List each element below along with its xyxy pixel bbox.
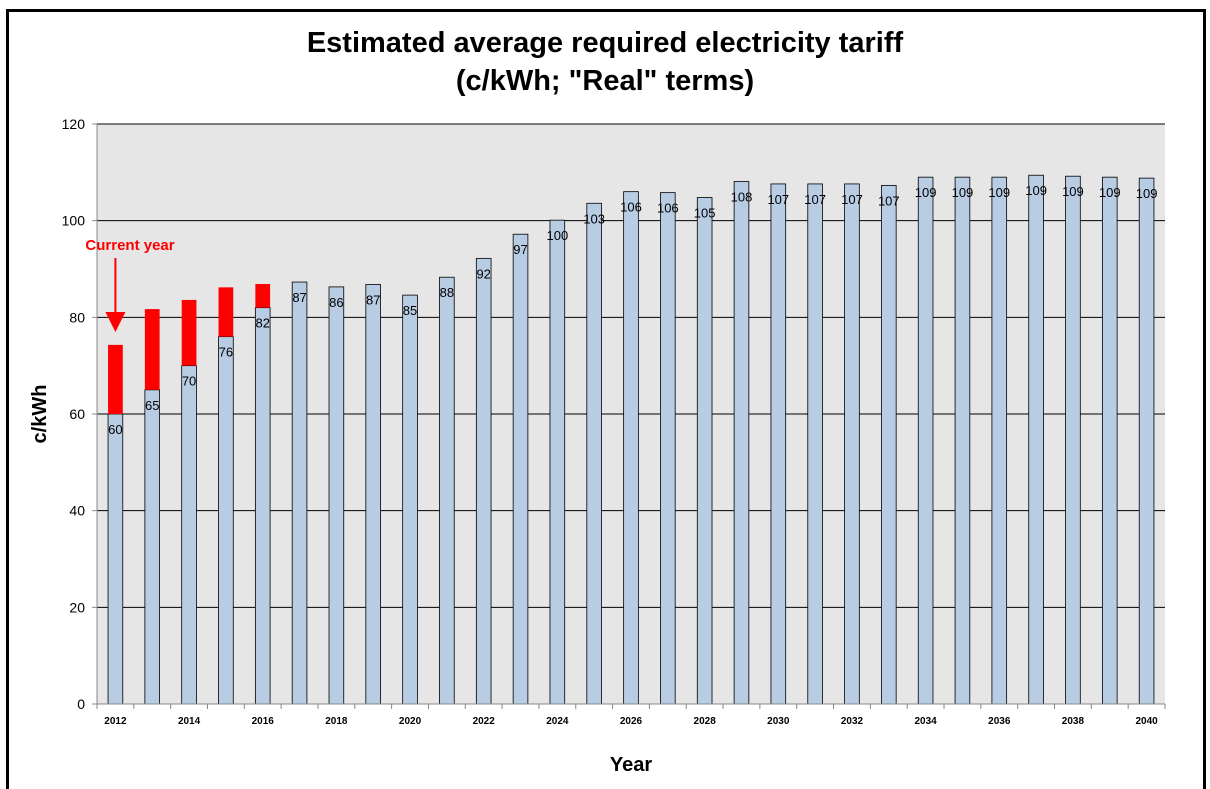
bar-label-2026: 106 [620, 200, 642, 215]
bar-base-2018 [328, 286, 345, 705]
bar-base-2037 [1028, 174, 1044, 705]
x-tick-label-2032: 2032 [841, 716, 864, 727]
bar-base-2015 [218, 336, 234, 705]
chart-subtitle: (c/kWh; "Real" terms) [456, 65, 754, 97]
y-tick-label-40: 40 [69, 503, 85, 519]
bar-label-2027: 106 [657, 201, 679, 216]
bar-label-2036: 109 [988, 185, 1010, 200]
y-tick-label-80: 80 [69, 309, 85, 325]
x-tick-label-2014: 2014 [178, 716, 201, 727]
bar-increment-2015 [218, 287, 234, 337]
bar-base-2040 [1138, 177, 1155, 705]
x-tick-label-2038: 2038 [1062, 716, 1085, 727]
bar-label-2017: 87 [292, 290, 306, 305]
bar-label-2021: 88 [440, 285, 454, 300]
bar-label-2031: 107 [804, 192, 826, 207]
x-axis-ticks: 2012 2014 2016 2018 2020 2022 2024 2026 2028 2030… [96, 704, 1166, 727]
bar-base-2016 [254, 307, 271, 705]
bar-base-2031 [807, 183, 823, 705]
x-tick-label-2018: 2018 [325, 716, 348, 727]
bar-increment-2012 [108, 344, 123, 414]
bar-label-2034: 109 [915, 185, 937, 200]
bar-label-2030: 107 [767, 192, 789, 207]
bar-base-2020 [402, 294, 418, 705]
bar-base-2021 [439, 276, 455, 705]
x-tick-label-2030: 2030 [767, 716, 790, 727]
bar-base-2014 [181, 365, 197, 705]
x-tick-label-2040: 2040 [1135, 716, 1158, 727]
bar-label-2033: 107 [878, 193, 900, 208]
bar-base-2012 [107, 413, 124, 705]
bar-label-2022: 92 [476, 266, 490, 281]
annotation-label: Current year [85, 237, 174, 254]
bar-label-2012: 60 [108, 422, 122, 437]
bar-base-2035 [954, 176, 971, 705]
chart-title: Estimated average required electricity t… [307, 27, 904, 59]
bar-label-2015: 76 [219, 345, 233, 360]
bar-label-2016: 82 [255, 316, 269, 331]
x-tick-label-2034: 2034 [914, 716, 937, 727]
y-tick-label-60: 60 [69, 406, 85, 422]
bar-label-2014: 70 [182, 374, 196, 389]
bar-increment-2014 [181, 299, 197, 366]
bar-base-2034 [917, 176, 934, 705]
bar-base-2017 [291, 281, 308, 705]
x-tick-label-2012: 2012 [104, 716, 127, 727]
bar-base-2024 [549, 219, 566, 705]
y-tick-label-120: 120 [62, 116, 86, 132]
bar-base-2026 [623, 191, 639, 705]
bar-label-2013: 65 [145, 398, 159, 413]
bar-labels: 60 65 70 76 82 87 86 87 85 88 92 97 100 103 106 106 105 1… [108, 183, 1157, 437]
current-year-annotation: Current year [85, 237, 175, 332]
bar-label-2024: 100 [546, 228, 568, 243]
bar-label-2028: 105 [694, 205, 716, 220]
bar-label-2040: 109 [1136, 186, 1158, 201]
x-tick-label-2016: 2016 [252, 716, 275, 727]
y-axis-label: c/kWh [29, 385, 51, 444]
bar-increment-2013 [144, 309, 160, 390]
bars [107, 174, 1155, 705]
bar-base-2027 [660, 192, 676, 705]
chart-frame [6, 9, 1206, 789]
x-tick-label-2026: 2026 [620, 716, 643, 727]
x-tick-label-2036: 2036 [988, 716, 1011, 727]
bar-base-2038 [1065, 175, 1081, 705]
bar-label-2038: 109 [1062, 184, 1084, 199]
x-tick-label-2020: 2020 [399, 716, 422, 727]
x-axis-label: Year [610, 754, 652, 776]
bar-base-2039 [1101, 176, 1118, 705]
bar-label-2029: 108 [731, 190, 753, 205]
bar-base-2023 [512, 233, 529, 705]
bar-label-2023: 97 [513, 242, 527, 257]
y-axis-ticks: 0 20 40 60 80 100 120 [62, 116, 97, 712]
bar-base-2033 [881, 184, 897, 705]
bar-label-2019: 87 [366, 292, 380, 307]
bar-base-2036 [991, 176, 1008, 705]
bar-label-2032: 107 [841, 192, 863, 207]
bar-label-2025: 103 [583, 211, 605, 226]
bar-base-2028 [696, 197, 713, 705]
bar-base-2030 [770, 183, 787, 705]
x-tick-label-2028: 2028 [694, 716, 717, 727]
bar-label-2020: 85 [403, 303, 417, 318]
bar-increment-2016 [255, 283, 271, 308]
y-tick-label-100: 100 [62, 213, 86, 229]
bar-base-2022 [475, 257, 492, 705]
x-tick-label-2022: 2022 [473, 716, 496, 727]
bar-base-2032 [844, 183, 860, 705]
bar-base-2025 [586, 202, 602, 705]
bar-base-2019 [365, 284, 381, 705]
bar-label-2018: 86 [329, 295, 343, 310]
bar-base-2013 [144, 389, 161, 705]
x-tick-label-2024: 2024 [546, 716, 569, 727]
bar-label-2035: 109 [952, 185, 974, 200]
y-tick-label-20: 20 [69, 599, 85, 615]
bar-base-2029 [733, 181, 750, 705]
bar-label-2039: 109 [1099, 185, 1121, 200]
y-tick-label-0: 0 [77, 696, 85, 712]
bar-label-2037: 109 [1025, 183, 1047, 198]
